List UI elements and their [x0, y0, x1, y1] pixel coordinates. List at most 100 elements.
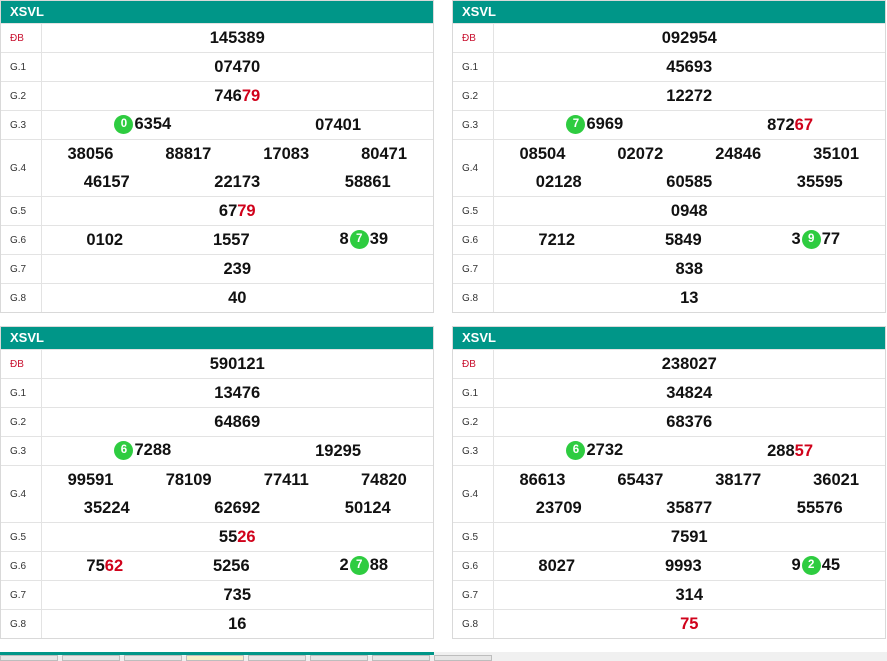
prize-row: G.6 7212 5849 3 9 77	[453, 225, 885, 255]
prize-number: 6 2732	[565, 440, 623, 460]
prize-values: 75	[493, 609, 885, 638]
prize-number: 314	[675, 586, 703, 605]
prize-values: 838	[493, 254, 885, 284]
prize-label: G.3	[1, 110, 42, 140]
digits: 58861	[344, 172, 391, 191]
prize-label: G.5	[453, 522, 494, 552]
highlight-digits: 79	[237, 201, 256, 220]
prize-values: 7212 5849 3 9 77	[493, 225, 885, 255]
prize-row: G.7 239	[1, 254, 433, 284]
prize-values: 7591	[493, 522, 885, 552]
highlight-digits: 79	[241, 86, 261, 105]
digits: 34824	[666, 383, 713, 402]
digits: 735	[223, 585, 252, 604]
bottom-tab[interactable]	[0, 655, 58, 661]
prize-number: 08504	[519, 145, 565, 164]
bottom-tab[interactable]	[62, 655, 120, 661]
prize-number: 7562	[86, 557, 123, 576]
number-line: 314	[494, 581, 886, 609]
prize-number: 0948	[671, 202, 708, 221]
prize-number: 6 7288	[113, 440, 172, 460]
prize-values: 8027 9993 9 2 45	[493, 551, 885, 581]
prize-number: 13	[680, 289, 698, 308]
results-table: ĐB 092954 G.1 45693 G.2 12272 G.3 7 6969 87267 G.4…	[453, 23, 885, 312]
prize-number: 99591	[68, 471, 114, 490]
prize-values: 239	[41, 254, 433, 284]
digits: 5849	[664, 230, 702, 249]
digits: 288	[767, 441, 795, 460]
prize-number: 16	[228, 615, 246, 634]
prize-label: G.4	[453, 465, 494, 523]
results-table: ĐB 590121 G.1 13476 G.2 64869 G.3 6 7288 19295 G.4…	[1, 349, 433, 638]
digits: 08504	[519, 144, 566, 163]
bottom-tab[interactable]	[310, 655, 368, 661]
bottom-tab[interactable]	[434, 655, 492, 661]
bottom-tab[interactable]	[186, 655, 244, 661]
prize-number: 86613	[519, 471, 565, 490]
prize-label: G.2	[453, 407, 494, 437]
digits: 6354	[134, 115, 172, 134]
prize-row: G.8 40	[1, 283, 433, 312]
bottom-tab[interactable]	[124, 655, 182, 661]
prize-label: G.1	[1, 378, 42, 408]
prize-row: ĐB 238027	[453, 349, 886, 379]
digits: 65437	[617, 470, 664, 489]
digits: 19295	[315, 441, 362, 460]
number-line: 735	[42, 581, 434, 609]
digits: 88	[369, 556, 389, 575]
prize-number: 74679	[214, 87, 260, 106]
number-line: 0102 1557 8 7 39	[42, 226, 434, 254]
prize-label: G.5	[1, 196, 42, 226]
digits: 68376	[666, 412, 713, 431]
number-line: 238027	[494, 350, 886, 378]
prize-row: G.6 7562 5256 2 7 88	[1, 551, 433, 581]
prize-row: G.3 6 7288 19295	[1, 436, 434, 466]
prize-number: 1557	[213, 231, 250, 250]
digits: 7288	[134, 441, 172, 460]
digits: 6969	[586, 115, 624, 134]
number-line: 23709 35877 55576	[494, 494, 886, 522]
bottom-tab[interactable]	[372, 655, 430, 661]
digits: 3	[791, 230, 801, 249]
digits: 12272	[666, 86, 713, 105]
digits: 55576	[796, 498, 843, 517]
digits: 36021	[813, 470, 859, 489]
number-line: 6 7288 19295	[42, 437, 434, 465]
prize-values: 6 7288 19295	[41, 436, 434, 466]
digits: 9993	[664, 556, 702, 575]
prize-values: 314	[493, 580, 886, 610]
prize-number: 5849	[665, 231, 702, 250]
number-line: 6 2732 28857	[494, 437, 886, 465]
bottom-tab-strip	[0, 652, 887, 661]
prize-number: 58861	[345, 173, 391, 192]
prize-label: G.6	[1, 225, 42, 255]
highlight-ball: 2	[801, 555, 821, 575]
prize-number: 02128	[536, 173, 582, 192]
prize-label: G.7	[453, 580, 494, 610]
prize-row: G.2 12272	[453, 81, 885, 111]
prize-number: 8027	[538, 557, 575, 576]
prize-row: G.7 314	[453, 580, 886, 610]
digits: 35877	[666, 498, 713, 517]
prize-row: G.5 5526	[1, 522, 433, 552]
prize-row: ĐB 590121	[1, 349, 433, 379]
prize-number: 8 7 39	[340, 229, 388, 249]
prize-number: 3 9 77	[791, 229, 840, 249]
prize-values: 5526	[41, 522, 433, 552]
prize-number: 80471	[361, 145, 407, 164]
prize-values: 13	[493, 283, 885, 312]
prize-number: 78109	[166, 471, 212, 490]
prize-number: 64869	[214, 413, 260, 432]
number-line: 0 6354 07401	[42, 111, 434, 139]
highlight-digits: 62	[104, 556, 124, 575]
prize-label: G.7	[453, 254, 494, 284]
prize-values: 238027	[493, 349, 886, 379]
prize-number: 23709	[536, 499, 582, 518]
digits: 5256	[212, 556, 250, 575]
digits: 35595	[796, 172, 843, 191]
prize-values: 07470	[41, 52, 433, 82]
prize-number: 75	[680, 615, 698, 634]
bottom-tab[interactable]	[248, 655, 306, 661]
prize-values: 74679	[41, 81, 433, 111]
highlight-ball: 9	[801, 229, 821, 249]
